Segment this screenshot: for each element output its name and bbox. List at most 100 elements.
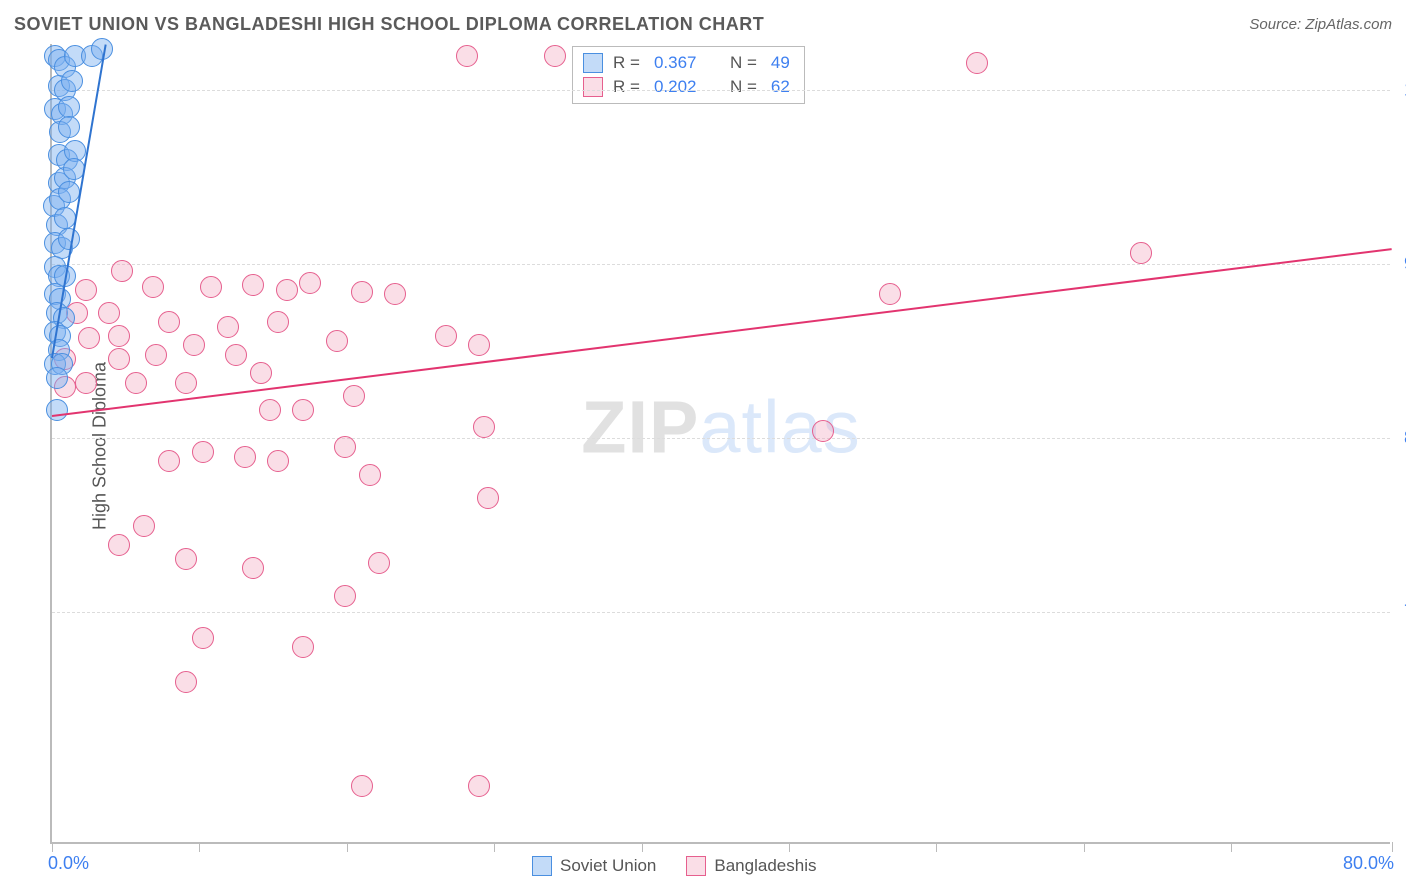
chart-container: SOVIET UNION VS BANGLADESHI HIGH SCHOOL … (0, 0, 1406, 892)
data-point (334, 585, 356, 607)
data-point (192, 627, 214, 649)
legend-stats-row-bangla: R = 0.202 N = 62 (583, 75, 794, 99)
legend-n-label-2: N = (730, 75, 757, 99)
x-tick (789, 842, 790, 852)
data-point (75, 279, 97, 301)
data-point (259, 399, 281, 421)
y-tick-label: 85.0% (1390, 428, 1406, 449)
x-tick (1392, 842, 1393, 852)
y-tick-label: 92.5% (1390, 254, 1406, 275)
data-point (225, 344, 247, 366)
data-point (435, 325, 457, 347)
data-point (267, 311, 289, 333)
data-point (1130, 242, 1152, 264)
data-point (217, 316, 239, 338)
data-point (58, 228, 80, 250)
chart-source: Source: ZipAtlas.com (1249, 16, 1392, 33)
legend-stats: R = 0.367 N = 49 R = 0.202 N = 62 (572, 46, 805, 104)
plot-area: ZIPatlas R = 0.367 N = 49 R = 0.202 N = (50, 44, 1390, 844)
x-tick (494, 842, 495, 852)
data-point (966, 52, 988, 74)
x-tick (199, 842, 200, 852)
watermark-part2: atlas (699, 386, 860, 469)
data-point (175, 671, 197, 693)
data-point (46, 399, 68, 421)
data-point (326, 330, 348, 352)
plot-area-wrap: ZIPatlas R = 0.367 N = 49 R = 0.202 N = (50, 44, 1390, 844)
data-point (879, 283, 901, 305)
legend-stats-row-soviet: R = 0.367 N = 49 (583, 51, 794, 75)
x-axis-max-label: 80.0% (1343, 853, 1394, 874)
data-point (142, 276, 164, 298)
legend-series: Soviet Union Bangladeshis (532, 856, 816, 876)
x-tick (52, 842, 53, 852)
data-point (175, 548, 197, 570)
data-point (133, 515, 155, 537)
data-point (343, 385, 365, 407)
data-point (334, 436, 356, 458)
data-point (468, 334, 490, 356)
gridline-h (52, 90, 1390, 91)
data-point (544, 45, 566, 67)
legend-swatch-soviet-2 (532, 856, 552, 876)
data-point (292, 399, 314, 421)
data-point (183, 334, 205, 356)
data-point (192, 441, 214, 463)
data-point (78, 327, 100, 349)
data-point (359, 464, 381, 486)
legend-swatch-bangla (583, 77, 603, 97)
data-point (351, 281, 373, 303)
source-prefix: Source: (1249, 16, 1305, 33)
data-point (812, 420, 834, 442)
data-point (384, 283, 406, 305)
x-axis-min-label: 0.0% (48, 853, 89, 874)
legend-label-soviet: Soviet Union (560, 856, 656, 876)
data-point (46, 367, 68, 389)
data-point (276, 279, 298, 301)
data-point (58, 116, 80, 138)
legend-r-bangla: 0.202 (654, 75, 697, 99)
gridline-h (52, 264, 1390, 265)
chart-title: SOVIET UNION VS BANGLADESHI HIGH SCHOOL … (14, 14, 764, 35)
chart-header: SOVIET UNION VS BANGLADESHI HIGH SCHOOL … (0, 0, 1406, 44)
data-point (58, 96, 80, 118)
data-point (368, 552, 390, 574)
data-point (473, 416, 495, 438)
legend-r-label: R = (613, 51, 640, 75)
legend-item-bangla: Bangladeshis (686, 856, 816, 876)
data-point (125, 372, 147, 394)
legend-n-label: N = (730, 51, 757, 75)
x-tick (1231, 842, 1232, 852)
data-point (158, 450, 180, 472)
watermark-part1: ZIP (581, 386, 699, 469)
data-point (242, 557, 264, 579)
data-point (242, 274, 264, 296)
data-point (108, 534, 130, 556)
data-point (468, 775, 490, 797)
data-point (98, 302, 120, 324)
legend-label-bangla: Bangladeshis (714, 856, 816, 876)
legend-swatch-bangla-2 (686, 856, 706, 876)
data-point (292, 636, 314, 658)
legend-item-soviet: Soviet Union (532, 856, 656, 876)
x-tick (642, 842, 643, 852)
y-tick-label: 100.0% (1390, 80, 1406, 101)
x-tick (347, 842, 348, 852)
data-point (108, 325, 130, 347)
legend-n-soviet: 49 (771, 51, 790, 75)
legend-r-label-2: R = (613, 75, 640, 99)
gridline-h (52, 438, 1390, 439)
legend-n-bangla: 62 (771, 75, 790, 99)
data-point (477, 487, 499, 509)
data-point (61, 70, 83, 92)
data-point (145, 344, 167, 366)
x-tick (1084, 842, 1085, 852)
legend-r-soviet: 0.367 (654, 51, 697, 75)
data-point (456, 45, 478, 67)
data-point (351, 775, 373, 797)
data-point (111, 260, 133, 282)
gridline-h (52, 612, 1390, 613)
source-name: ZipAtlas.com (1305, 16, 1392, 33)
data-point (200, 276, 222, 298)
data-point (250, 362, 272, 384)
